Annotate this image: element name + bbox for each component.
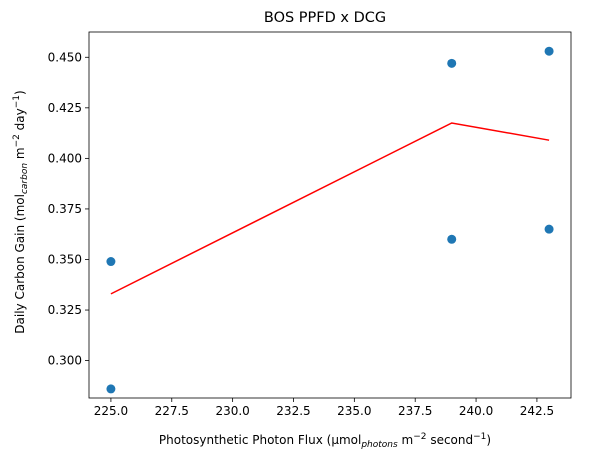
x-tick-label: 240.0 bbox=[459, 404, 493, 418]
y-tick-label: 0.350 bbox=[48, 252, 82, 266]
x-axis-label: Photosynthetic Photon Flux (µmolphotons … bbox=[159, 432, 491, 450]
trend-line bbox=[110, 122, 550, 295]
data-point bbox=[544, 224, 554, 234]
y-axis-label: Daily Carbon Gain (molcarbon m−2 day−1) bbox=[12, 90, 30, 333]
y-tick-label: 0.450 bbox=[48, 50, 82, 64]
data-point bbox=[544, 46, 554, 56]
plot-frame bbox=[88, 31, 572, 399]
y-tick-label: 0.325 bbox=[48, 303, 82, 317]
x-tick-label: 232.5 bbox=[276, 404, 310, 418]
plot-area: 225.0 227.5 230.0 232.5 235.0 237.5 240.0 242.5… bbox=[48, 31, 572, 418]
y-tick-label: 0.375 bbox=[48, 202, 82, 216]
data-point bbox=[447, 234, 457, 244]
x-tick-label: 235.0 bbox=[337, 404, 371, 418]
data-point bbox=[447, 58, 457, 68]
chart-title: BOS PPFD x DCG bbox=[264, 10, 386, 26]
x-tick-label: 225.0 bbox=[94, 404, 128, 418]
y-tick-label: 0.425 bbox=[48, 101, 82, 115]
x-tick-label: 227.5 bbox=[155, 404, 189, 418]
data-point bbox=[106, 257, 116, 267]
x-tick-label: 242.5 bbox=[520, 404, 554, 418]
data-point bbox=[106, 384, 116, 394]
y-tick-label: 0.300 bbox=[48, 354, 82, 368]
y-tick-label: 0.400 bbox=[48, 151, 82, 165]
x-tick-label: 237.5 bbox=[398, 404, 432, 418]
x-tick-label: 230.0 bbox=[215, 404, 249, 418]
